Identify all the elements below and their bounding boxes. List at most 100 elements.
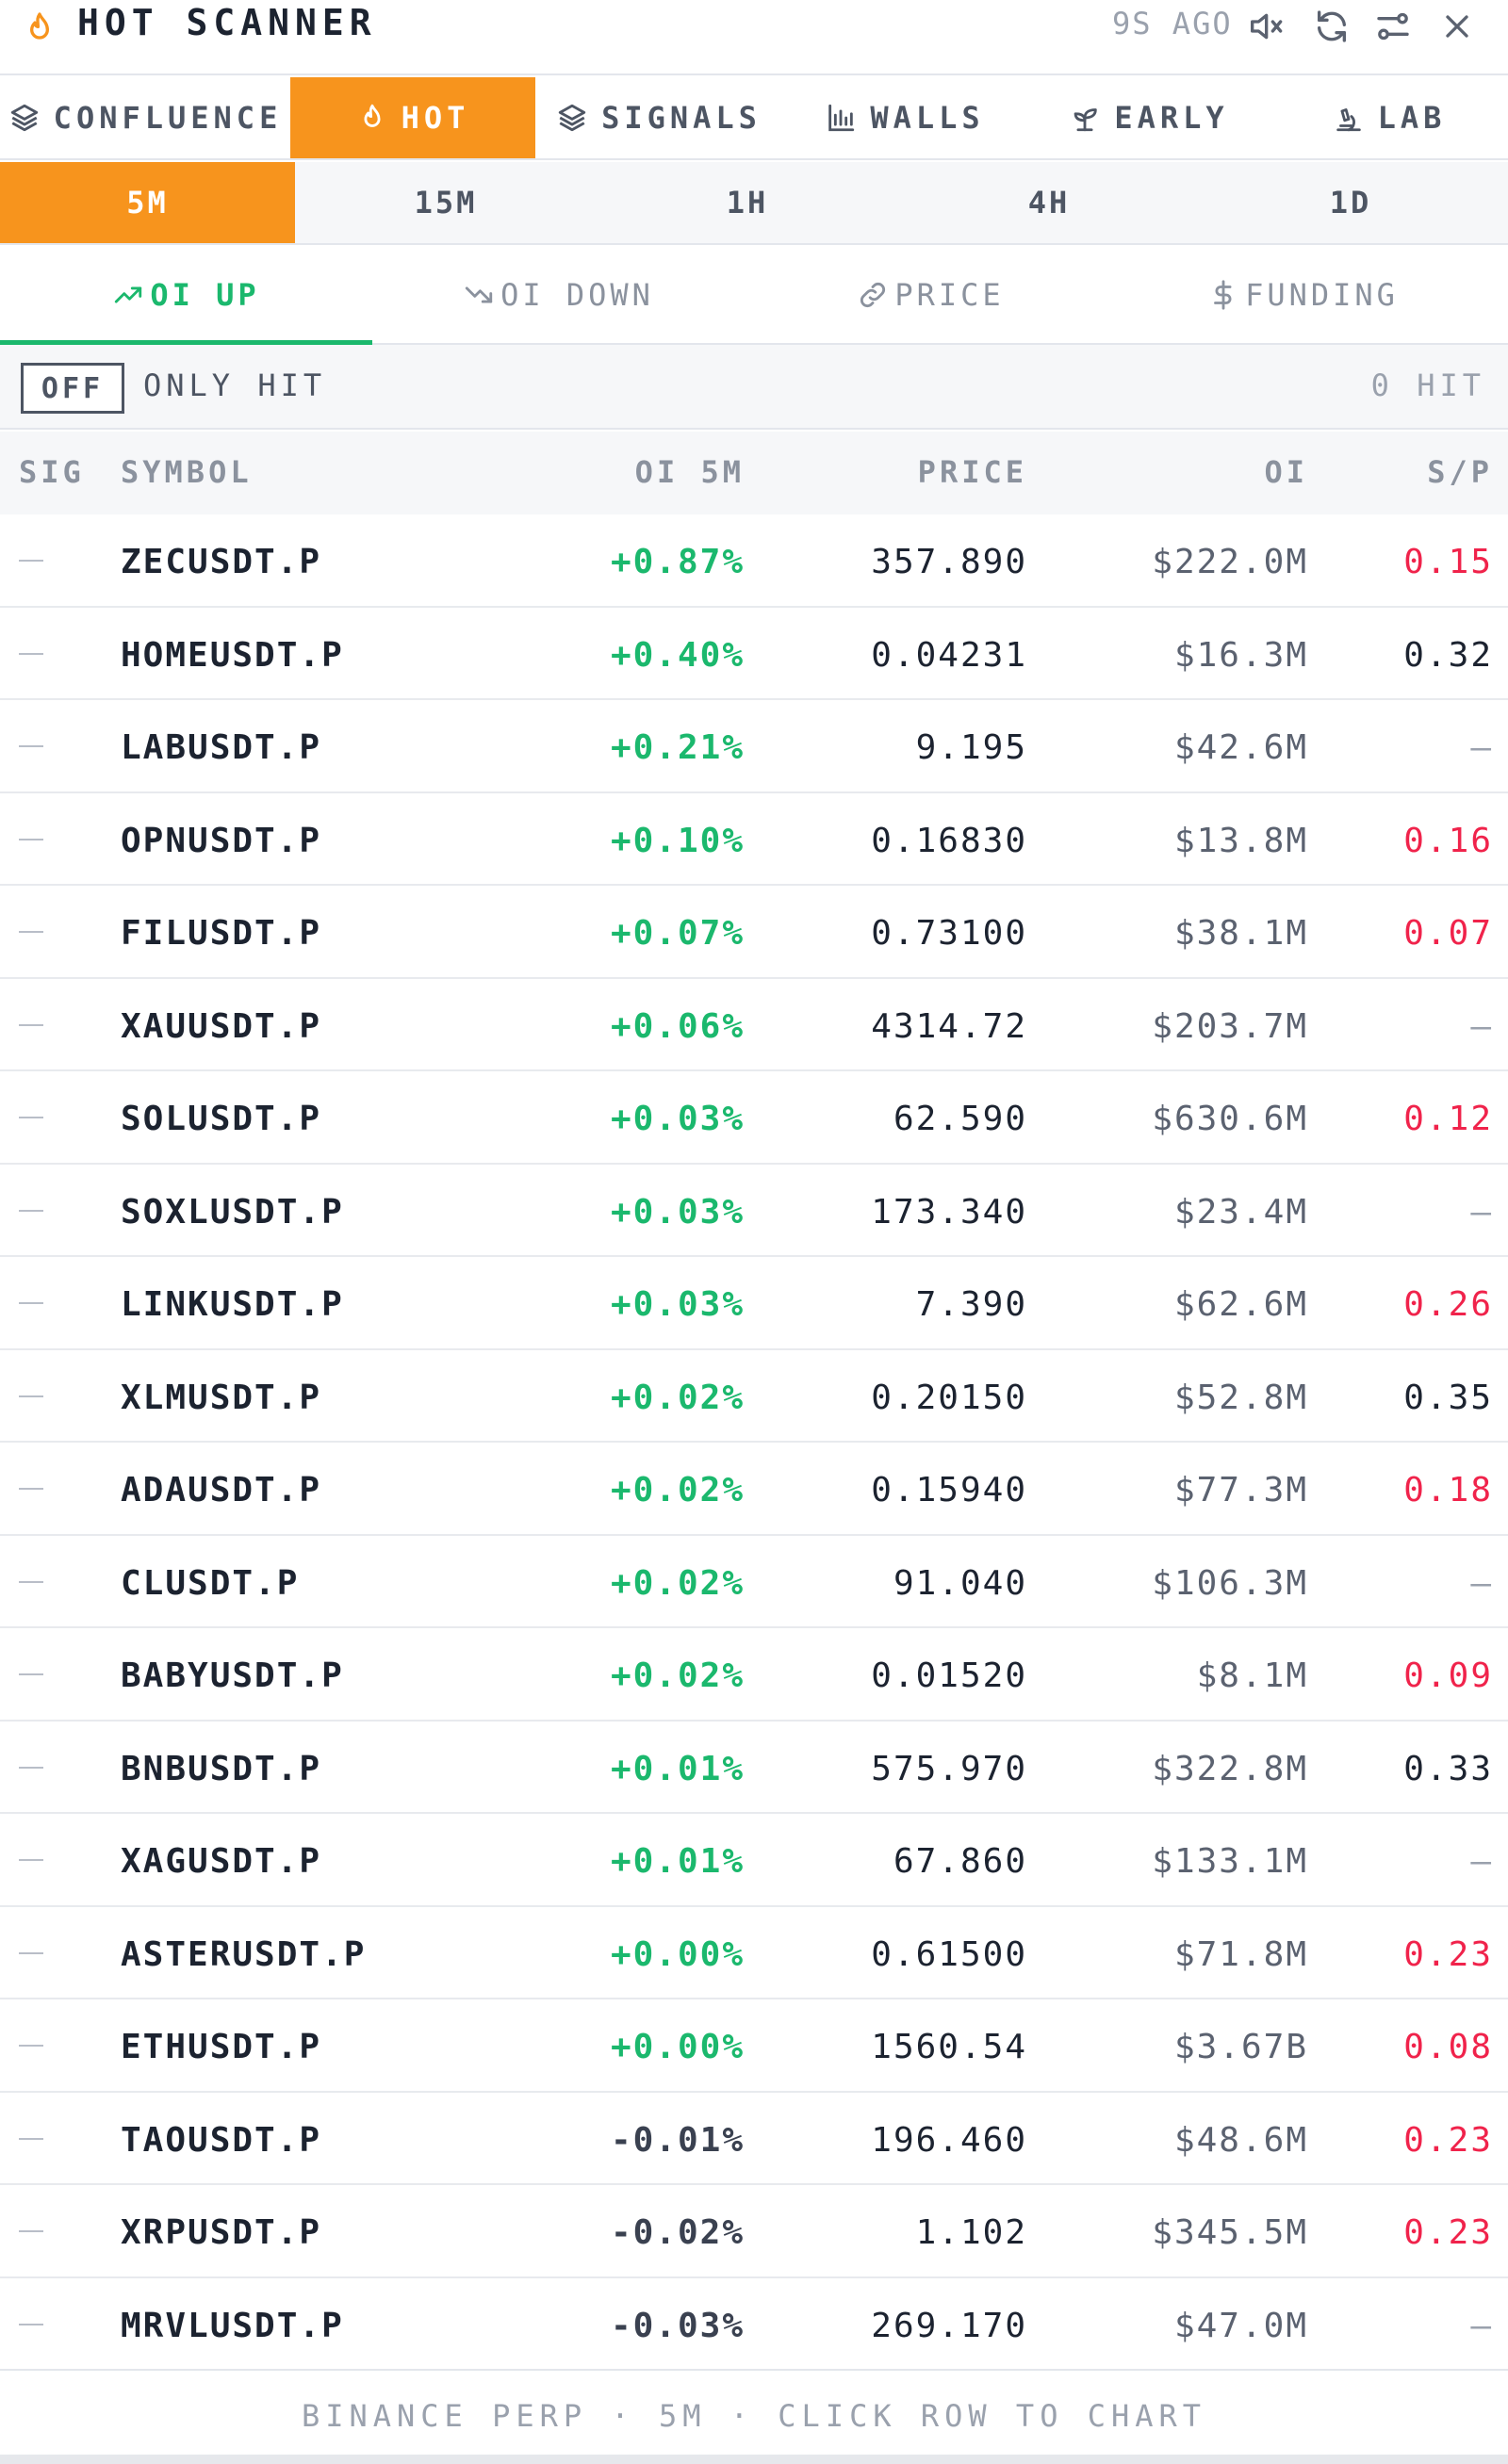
table-row[interactable]: ADAUSDT.P +0.02% 0.15940 $77.3M 0.18 xyxy=(0,1443,1508,1536)
table-row[interactable]: FILUSDT.P +0.07% 0.73100 $38.1M 0.07 xyxy=(0,886,1508,979)
scrollbar-track[interactable] xyxy=(0,2455,1508,2464)
flame-icon xyxy=(364,104,381,127)
col-oi-change[interactable]: OI 5M xyxy=(634,454,745,490)
sp-cell: 0.07 xyxy=(1403,914,1493,953)
table-row[interactable]: XAGUSDT.P +0.01% 67.860 $133.1M — xyxy=(0,1814,1508,1907)
table-row[interactable]: OPNUSDT.P +0.10% 0.16830 $13.8M 0.16 xyxy=(0,793,1508,886)
table-row[interactable]: TAOUSDT.P -0.01% 196.460 $48.6M 0.23 xyxy=(0,2093,1508,2185)
sort-oi-down[interactable]: OI DOWN xyxy=(372,247,745,343)
oi-change-cell: -0.02% xyxy=(610,2213,745,2252)
table-row[interactable]: MRVLUSDT.P -0.03% 269.170 $47.0M — xyxy=(0,2278,1508,2371)
oi-cell: $630.6M xyxy=(1152,1100,1308,1138)
symbol-cell: SOXLUSDT.P xyxy=(121,1192,344,1232)
sprout-icon xyxy=(1074,108,1098,132)
table-row[interactable]: HOMEUSDT.P +0.40% 0.04231 $16.3M 0.32 xyxy=(0,608,1508,700)
signal-indicator xyxy=(19,1766,43,1769)
main-tabs: CONFLUENCE HOT SIGNALS WALLS EARLY LAB xyxy=(0,77,1508,160)
table-row[interactable]: BABYUSDT.P +0.02% 0.01520 $8.1M 0.09 xyxy=(0,1628,1508,1722)
oi-change-cell: +0.21% xyxy=(610,728,745,767)
table-row[interactable]: BNBUSDT.P +0.01% 575.970 $322.8M 0.33 xyxy=(0,1722,1508,1814)
oi-cell: $8.1M xyxy=(1196,1656,1308,1695)
oi-change-cell: +0.03% xyxy=(610,1100,745,1138)
symbol-cell: XAGUSDT.P xyxy=(121,1842,322,1881)
signal-indicator xyxy=(19,560,43,562)
sp-cell: 0.15 xyxy=(1403,543,1493,581)
oi-change-cell: +0.07% xyxy=(610,914,745,953)
app-header: HOT SCANNER 9S AGO xyxy=(0,0,1508,75)
dollar-icon xyxy=(1214,280,1232,310)
sort-price[interactable]: PRICE xyxy=(745,247,1117,343)
signal-indicator xyxy=(19,2045,43,2047)
timeframe-5m[interactable]: 5M xyxy=(0,162,295,243)
tab-early[interactable]: EARLY xyxy=(1027,77,1270,158)
tab-signals[interactable]: SIGNALS xyxy=(535,77,782,158)
only-hit-toggle[interactable]: OFF xyxy=(21,363,124,414)
table-row[interactable]: ZECUSDT.P +0.87% 357.890 $222.0M 0.15 xyxy=(0,514,1508,608)
sp-cell: 0.23 xyxy=(1403,2213,1493,2252)
symbol-cell: CLUSDT.P xyxy=(121,1563,300,1603)
table-body: ZECUSDT.P +0.87% 357.890 $222.0M 0.15 HOMEUSD… xyxy=(0,514,1508,2371)
oi-change-cell: +0.06% xyxy=(610,1006,745,1046)
symbol-cell: ADAUSDT.P xyxy=(121,1471,322,1509)
sp-cell: — xyxy=(1470,1006,1493,1046)
sp-cell: 0.26 xyxy=(1403,1285,1493,1324)
table-row[interactable]: SOLUSDT.P +0.03% 62.590 $630.6M 0.12 xyxy=(0,1071,1508,1165)
col-price[interactable]: PRICE xyxy=(917,454,1027,490)
sort-oi-up[interactable]: OI UP xyxy=(0,247,372,345)
trending-down-icon xyxy=(465,286,493,303)
timeframe-4h[interactable]: 4H xyxy=(1027,185,1071,220)
refresh-icon[interactable] xyxy=(1313,8,1351,45)
tab-hot[interactable]: HOT xyxy=(290,77,535,158)
tab-lab[interactable]: LAB xyxy=(1270,77,1508,158)
table-row[interactable]: XRPUSDT.P -0.02% 1.102 $345.5M 0.23 xyxy=(0,2185,1508,2278)
oi-cell: $345.5M xyxy=(1152,2213,1308,2252)
table-row[interactable]: SOXLUSDT.P +0.03% 173.340 $23.4M — xyxy=(0,1165,1508,1257)
layers-icon xyxy=(558,104,586,132)
col-sp[interactable]: S/P xyxy=(1427,454,1493,490)
mute-icon[interactable] xyxy=(1246,8,1284,45)
sort-funding[interactable]: FUNDING xyxy=(1117,247,1489,343)
oi-change-cell: +0.01% xyxy=(610,1749,745,1788)
oi-cell: $23.4M xyxy=(1173,1192,1308,1232)
oi-change-cell: +0.03% xyxy=(610,1285,745,1324)
sort-label: OI DOWN xyxy=(500,277,654,313)
price-cell: 357.890 xyxy=(871,543,1027,581)
tab-label: EARLY xyxy=(1114,100,1229,136)
col-sig[interactable]: SIG xyxy=(19,454,85,490)
price-cell: 0.61500 xyxy=(871,1934,1027,1974)
col-oi[interactable]: OI xyxy=(1264,454,1308,490)
symbol-cell: BNBUSDT.P xyxy=(121,1749,322,1788)
oi-cell: $133.1M xyxy=(1152,1842,1308,1881)
table-row[interactable]: LABUSDT.P +0.21% 9.195 $42.6M — xyxy=(0,700,1508,793)
symbol-cell: OPNUSDT.P xyxy=(121,821,322,860)
close-icon[interactable] xyxy=(1438,8,1476,45)
table-row[interactable]: XLMUSDT.P +0.02% 0.20150 $52.8M 0.35 xyxy=(0,1350,1508,1443)
timeframe-1d[interactable]: 1D xyxy=(1329,185,1372,220)
oi-change-cell: +0.02% xyxy=(610,1378,745,1417)
signal-indicator xyxy=(19,2323,43,2325)
price-cell: 1.102 xyxy=(915,2213,1027,2252)
sp-cell: 0.23 xyxy=(1403,1934,1493,1974)
tab-confluence[interactable]: CONFLUENCE xyxy=(0,77,290,158)
table-row[interactable]: XAUUSDT.P +0.06% 4314.72 $203.7M — xyxy=(0,979,1508,1071)
table-row[interactable]: ASTERUSDT.P +0.00% 0.61500 $71.8M 0.23 xyxy=(0,1907,1508,1999)
col-symbol[interactable]: SYMBOL xyxy=(121,454,253,490)
oi-cell: $42.6M xyxy=(1173,728,1308,767)
table-row[interactable]: ETHUSDT.P +0.00% 1560.54 $3.67B 0.08 xyxy=(0,1999,1508,2093)
layers-icon xyxy=(10,104,38,132)
sp-cell: — xyxy=(1470,728,1493,767)
timeframe-15m[interactable]: 15M xyxy=(414,185,478,220)
timeframe-tabs: 5M 15M 1H 4H 1D xyxy=(0,162,1508,245)
oi-cell: $47.0M xyxy=(1173,2306,1308,2345)
price-cell: 0.15940 xyxy=(871,1471,1027,1509)
oi-change-cell: +0.02% xyxy=(610,1471,745,1509)
symbol-cell: TAOUSDT.P xyxy=(121,2120,322,2160)
table-row[interactable]: LINKUSDT.P +0.03% 7.390 $62.6M 0.26 xyxy=(0,1257,1508,1350)
signal-indicator xyxy=(19,2137,43,2140)
table-header: SIG SYMBOL OI 5M PRICE OI S/P xyxy=(0,432,1508,514)
timeframe-1h[interactable]: 1H xyxy=(726,185,769,220)
price-cell: 0.16830 xyxy=(871,821,1027,860)
tab-walls[interactable]: WALLS xyxy=(782,77,1027,158)
table-row[interactable]: CLUSDT.P +0.02% 91.040 $106.3M — xyxy=(0,1536,1508,1628)
settings-sliders-icon[interactable] xyxy=(1374,8,1412,45)
